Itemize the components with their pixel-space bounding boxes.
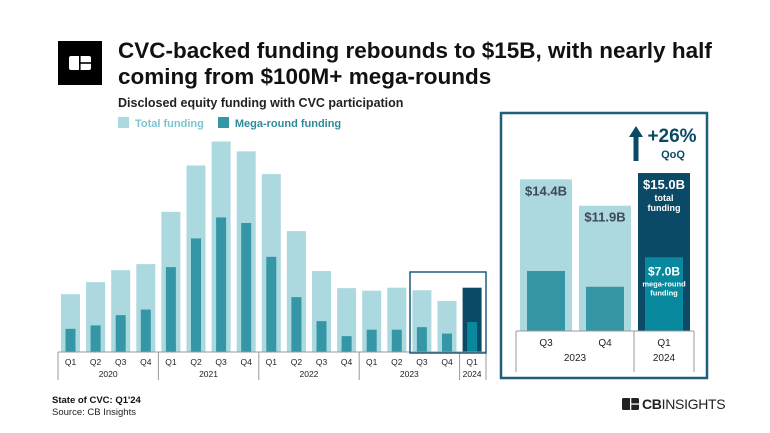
quarter-tick-label: Q1 [266,357,278,367]
page-title: CVC-backed funding rebounds to $15B, wit… [118,38,758,90]
brand-light: INSIGHTS [661,396,726,412]
mega-bar [391,329,402,352]
quarter-tick-label: Q3 [215,357,227,367]
quarter-tick-label: Q4 [140,357,152,367]
mega-bar [165,267,176,352]
zoom-panel-frame [499,111,709,380]
year-tick-label: 2022 [299,369,318,379]
quarter-tick-label: Q4 [441,357,453,367]
legend: Total funding Mega-round funding [118,117,341,130]
quarter-tick-label: Q2 [291,357,303,367]
legend-label: Total funding [135,118,204,130]
source: Source: CB Insights [52,407,136,418]
highlight-box [409,271,487,354]
total-note: funding [648,203,681,213]
legend-swatch [217,117,229,128]
cb-logo-icon [58,41,102,85]
quarter-tick-label: Q4 [341,357,353,367]
mega-bar [527,270,565,331]
quarter-tick-label: Q3 [416,357,428,367]
quarter-tick-label: Q2 [90,357,102,367]
mega-bar [645,257,683,331]
quarter-tick-label: Q1 [466,357,478,367]
year-tick-label: 2023 [564,353,587,364]
title-line-1: CVC-backed funding rebounds to $15B, wit… [118,38,712,63]
legend-item-mega: Mega-round funding [217,117,342,130]
quarter-tick-label: Q4 [241,357,253,367]
cb-mark-icon [622,398,639,410]
mega-note: funding [650,288,678,297]
total-data-label: $11.9B [584,210,625,225]
mega-bar [216,217,227,352]
mega-data-label: $7.0B [648,264,680,278]
quarter-tick-label: Q1 [366,357,378,367]
arrow-up-icon [629,126,643,161]
year-tick-label: 2024 [653,353,676,364]
total-bar [337,288,357,352]
quarter-tick-label: Q3 [115,357,127,367]
change-value: +26% [647,126,696,147]
total-note: total [655,193,674,203]
mega-bar [316,321,327,352]
legend-item-total: Total funding [118,117,204,130]
quarter-tick-label: Q1 [165,357,177,367]
quarter-tick-label: Q2 [190,357,202,367]
quarter-tick-label: Q3 [316,357,328,367]
year-tick-label: 2021 [199,369,218,379]
mega-bar [266,256,277,352]
quarter-tick-label: Q1 [657,338,671,349]
mega-bar [90,325,101,352]
mega-bar [416,327,427,352]
quarter-tick-label: Q4 [598,338,612,349]
mega-bar [586,286,624,331]
report-name: State of CVC: Q1'24 [52,395,141,406]
subtitle: Disclosed equity funding with CVC partic… [118,96,404,110]
year-tick-label: 2023 [400,369,419,379]
change-period: QoQ [661,149,685,161]
mega-bar [341,336,352,352]
mega-bar [467,321,478,352]
total-data-label: $15.0B [643,177,685,192]
year-tick-label: 2020 [99,369,118,379]
mega-bar [241,222,252,352]
mega-bar [442,333,452,352]
brand-bold: CB [642,396,662,412]
legend-swatch [118,117,129,128]
mega-bar [291,297,302,352]
mega-bar [140,309,151,352]
quarter-tick-label: Q2 [391,357,403,367]
mega-bar [366,329,377,352]
mega-bar [115,315,126,352]
mega-note: mega-round [642,279,686,288]
mega-bar [191,238,201,352]
mega-bar [65,328,76,352]
year-tick-label: 2024 [463,369,482,379]
total-data-label: $14.4B [525,183,567,198]
title-line-2: coming from $100M+ mega-rounds [118,64,492,89]
brand-logo: CBINSIGHTS [622,396,726,412]
quarter-tick-label: Q1 [65,357,77,367]
quarter-tick-label: Q3 [539,338,553,349]
legend-label: Mega-round funding [234,118,342,130]
